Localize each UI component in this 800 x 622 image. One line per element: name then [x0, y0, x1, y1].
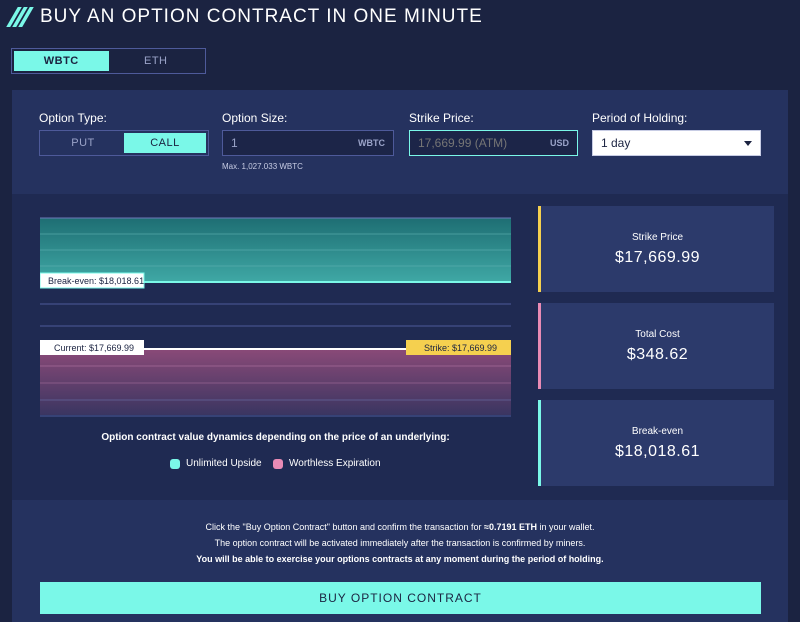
strike-chart-label: Strike: $17,669.99 [424, 343, 497, 353]
current-chart-label: Current: $17,669.99 [54, 343, 134, 353]
exercise-note: You will be able to exercise your option… [196, 554, 604, 564]
worthless-area [40, 349, 511, 415]
stat-label: Break-even [631, 425, 684, 437]
activation-note: The option contract will be activated im… [214, 538, 586, 548]
stat-value: $348.62 [626, 345, 689, 363]
strike-price-field: USD [409, 130, 578, 156]
stat-label: Total Cost [635, 328, 680, 340]
break-even-chart-label: Break-even: $18,018.61 [48, 276, 144, 286]
eth-amount: ≈0.7191 ETH [484, 522, 537, 532]
option-form: Option Type: PUT CALL Option Size: WBTC … [12, 90, 788, 194]
current-tag [40, 340, 144, 355]
option-size-hint: Max. 1,027.033 WBTC [222, 162, 303, 171]
upside-swatch [170, 458, 180, 469]
stat-label: Strike Price [631, 231, 684, 243]
page-header: BUY AN OPTION CONTRACT IN ONE MINUTE [6, 4, 483, 30]
legend-item-worthless: Worthless Expiration [273, 458, 381, 469]
option-type-label: Option Type: [39, 111, 107, 125]
chevron-down-icon [744, 140, 752, 146]
option-size-unit: WBTC [358, 138, 385, 148]
strike-price-card: Strike Price $17,669.99 [538, 206, 774, 292]
stat-value: $18,018.61 [614, 442, 701, 460]
buy-option-contract-button[interactable]: BUY OPTION CONTRACT [40, 582, 761, 614]
option-type-toggle: PUT CALL [39, 130, 209, 156]
chart-section: Break-even: $18,018.61 Current: $17,669.… [12, 194, 788, 500]
break-even-tag [40, 272, 145, 289]
legend-title: Option contract value dynamics depending… [101, 432, 450, 443]
option-size-field: WBTC [222, 130, 394, 156]
option-size-label: Option Size: [222, 111, 288, 125]
strike-price-input[interactable] [418, 136, 550, 150]
option-panel: Option Type: PUT CALL Option Size: WBTC … [12, 90, 788, 622]
page-title: BUY AN OPTION CONTRACT IN ONE MINUTE [40, 6, 483, 27]
option-size-input[interactable] [231, 136, 358, 150]
stat-value: $17,669.99 [614, 248, 701, 266]
payoff-chart: Break-even: $18,018.61 Current: $17,669.… [40, 217, 511, 417]
legend-item-upside: Unlimited Upside [170, 458, 262, 469]
confirm-note: Click the "Buy Option Contract" button a… [205, 522, 595, 532]
total-cost-card: Total Cost $348.62 [538, 303, 774, 389]
strike-price-unit: USD [549, 138, 569, 148]
asset-tabs: WBTC ETH [11, 48, 206, 74]
period-label: Period of Holding: [592, 111, 688, 125]
put-option[interactable]: PUT [71, 137, 95, 149]
tab-eth[interactable]: ETH [144, 55, 168, 67]
strike-tag [406, 340, 511, 355]
purchase-section: Click the "Buy Option Contract" button a… [12, 500, 788, 622]
strike-price-label: Strike Price: [409, 111, 474, 125]
legend-label: Worthless Expiration [289, 458, 381, 469]
period-select[interactable]: 1 day [592, 130, 761, 156]
tab-wbtc[interactable]: WBTC [14, 51, 109, 71]
logo-icon [6, 7, 34, 27]
period-selected-value: 1 day [601, 136, 631, 150]
call-option[interactable]: CALL [124, 133, 206, 153]
worthless-swatch [273, 458, 283, 469]
legend-label: Unlimited Upside [186, 458, 262, 469]
break-even-card: Break-even $18,018.61 [538, 400, 774, 486]
